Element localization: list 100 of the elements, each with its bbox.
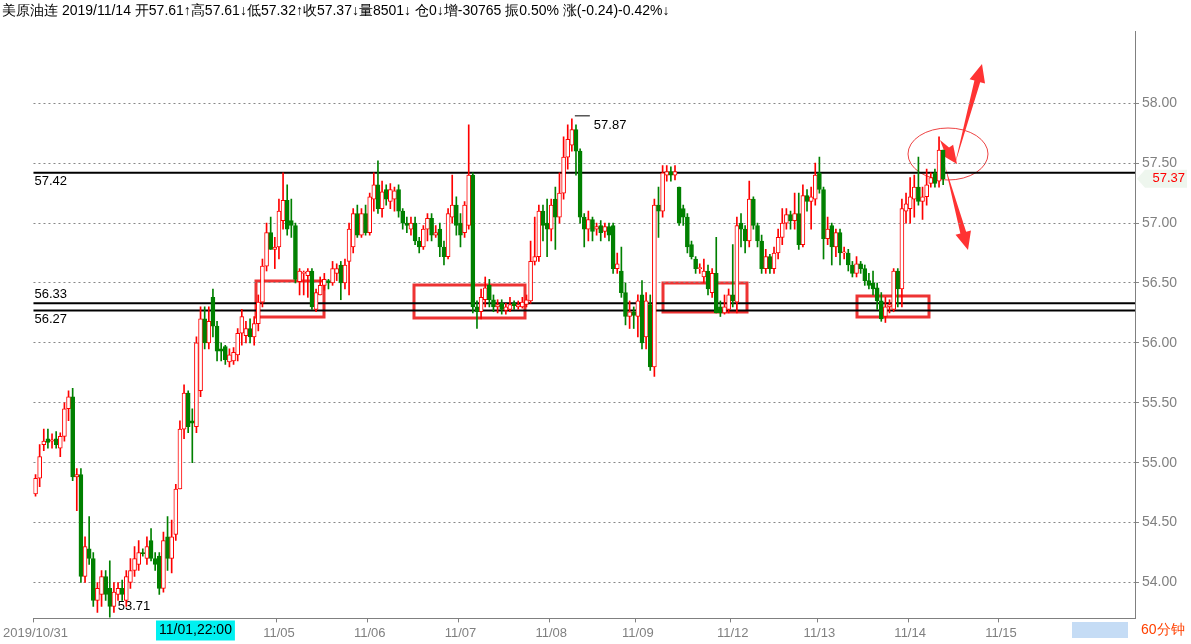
- candlestick: [429, 213, 434, 242]
- y-tick-label: 56.50: [1142, 273, 1178, 290]
- candlestick: [297, 268, 302, 296]
- candlestick: [924, 168, 929, 206]
- candlestick: [268, 216, 274, 250]
- x-tick-label: 11/07: [444, 624, 477, 640]
- candlestick: [693, 256, 698, 274]
- candlestick: [45, 428, 51, 449]
- candlestick: [520, 297, 525, 309]
- candlestick: [330, 261, 335, 286]
- candlestick: [425, 213, 430, 242]
- candlestick: [660, 165, 665, 218]
- candlestick: [305, 268, 311, 298]
- candlestick: [553, 186, 558, 250]
- y-tick-label: 55.00: [1142, 453, 1178, 470]
- candlestick: [264, 222, 269, 272]
- candlestick: [817, 156, 822, 194]
- x-tick-label: 11/13: [803, 624, 836, 640]
- candlestick: [136, 540, 141, 571]
- candlestick: [586, 210, 591, 242]
- candlestick: [751, 196, 756, 230]
- candlestick: [359, 208, 364, 238]
- candlestick: [222, 344, 228, 365]
- candlestick: [784, 208, 789, 230]
- x-tick-label: 11/15: [985, 624, 1017, 640]
- x-tick-label: 11/14: [894, 624, 926, 640]
- candlestick: [132, 546, 137, 577]
- candlestick: [260, 258, 265, 308]
- x-tick-label: 11/09: [622, 624, 654, 640]
- candlestick: [74, 468, 80, 511]
- candlestick: [487, 279, 492, 308]
- y-tick-label: 57.00: [1142, 213, 1178, 230]
- candlestick: [623, 282, 628, 326]
- y-tick-label: 56.00: [1142, 333, 1178, 350]
- candlestick: [858, 261, 863, 274]
- candlestick: [891, 268, 896, 313]
- candlestick: [594, 222, 599, 236]
- y-tick-label: 57.50: [1142, 154, 1178, 171]
- candlestick: [363, 204, 368, 236]
- candlestick: [590, 216, 595, 242]
- x-tick-label: 11/08: [535, 624, 568, 640]
- annotation: 57.87: [593, 116, 627, 132]
- candlestick: [854, 256, 859, 278]
- candlestick: [792, 192, 797, 230]
- candlestick: [321, 273, 327, 291]
- candlestick: [37, 444, 42, 487]
- candlestick: [495, 299, 500, 314]
- candlestick: [631, 306, 637, 329]
- candlestick: [652, 198, 657, 377]
- candlestick: [388, 183, 393, 210]
- y-tick-label: 58.00: [1142, 94, 1178, 111]
- candlestick: [788, 210, 793, 230]
- candlestick: [491, 294, 496, 313]
- candlestick: [627, 300, 632, 329]
- x-tick-label: 2019/10/31: [2, 624, 69, 640]
- candlestick: [41, 428, 47, 452]
- candlestick: [165, 516, 170, 571]
- y-tick-label: 55.50: [1142, 393, 1178, 410]
- candlestick: [722, 294, 727, 315]
- candlestick: [850, 261, 855, 278]
- candlestick: [433, 225, 439, 238]
- x-tick-label: 11/05: [263, 624, 295, 640]
- candlestick: [70, 388, 75, 481]
- candlestick: [821, 186, 826, 260]
- x-tick-label: 11/12: [716, 624, 749, 640]
- candlestick: [561, 136, 566, 200]
- candlestick: [227, 348, 232, 368]
- annotation: 53.71: [117, 598, 151, 614]
- candlestick: [755, 222, 760, 248]
- candlestick: [759, 234, 764, 274]
- chart-title: 美原油连 2019/11/14 开57.61↑高57.61↓低57.32↑收57.37↓量8501↓ 仓0↓增-30765 振0.50% 涨(-0.24)-0.42%↓: [1, 1, 671, 20]
- text: 11/01,22:00: [159, 621, 233, 638]
- candlestick: [825, 216, 830, 245]
- ref-line-label: 56.33: [34, 286, 68, 302]
- candlestick: [396, 184, 401, 218]
- text: 57.37: [1152, 170, 1185, 186]
- y-tick-label: 54.00: [1142, 573, 1178, 590]
- candlestick: [656, 186, 661, 238]
- ref-line-label: 56.27: [34, 310, 68, 326]
- x-tick-label: 11/06: [353, 624, 386, 640]
- y-tick-label: 54.50: [1142, 513, 1178, 530]
- candlestick: [161, 531, 166, 593]
- candlestick: [557, 172, 562, 224]
- candlestick: [62, 402, 67, 442]
- candlestick: [730, 244, 736, 308]
- candlestick: [99, 570, 104, 607]
- candlestick: [454, 196, 459, 236]
- ref-line-label: 57.42: [34, 172, 68, 188]
- candlestick: [33, 474, 38, 497]
- candlestick: [685, 213, 690, 254]
- candlestick: [619, 246, 624, 298]
- candlestick: [288, 198, 294, 238]
- text: 60分钟: [1141, 621, 1185, 638]
- candlestick: [883, 297, 888, 323]
- candlestick: [726, 288, 731, 314]
- candlestick: [66, 390, 71, 422]
- candlestick: [528, 240, 533, 304]
- candlestick: [392, 186, 397, 212]
- candlestick: [355, 204, 360, 238]
- candlestick: [326, 279, 331, 290]
